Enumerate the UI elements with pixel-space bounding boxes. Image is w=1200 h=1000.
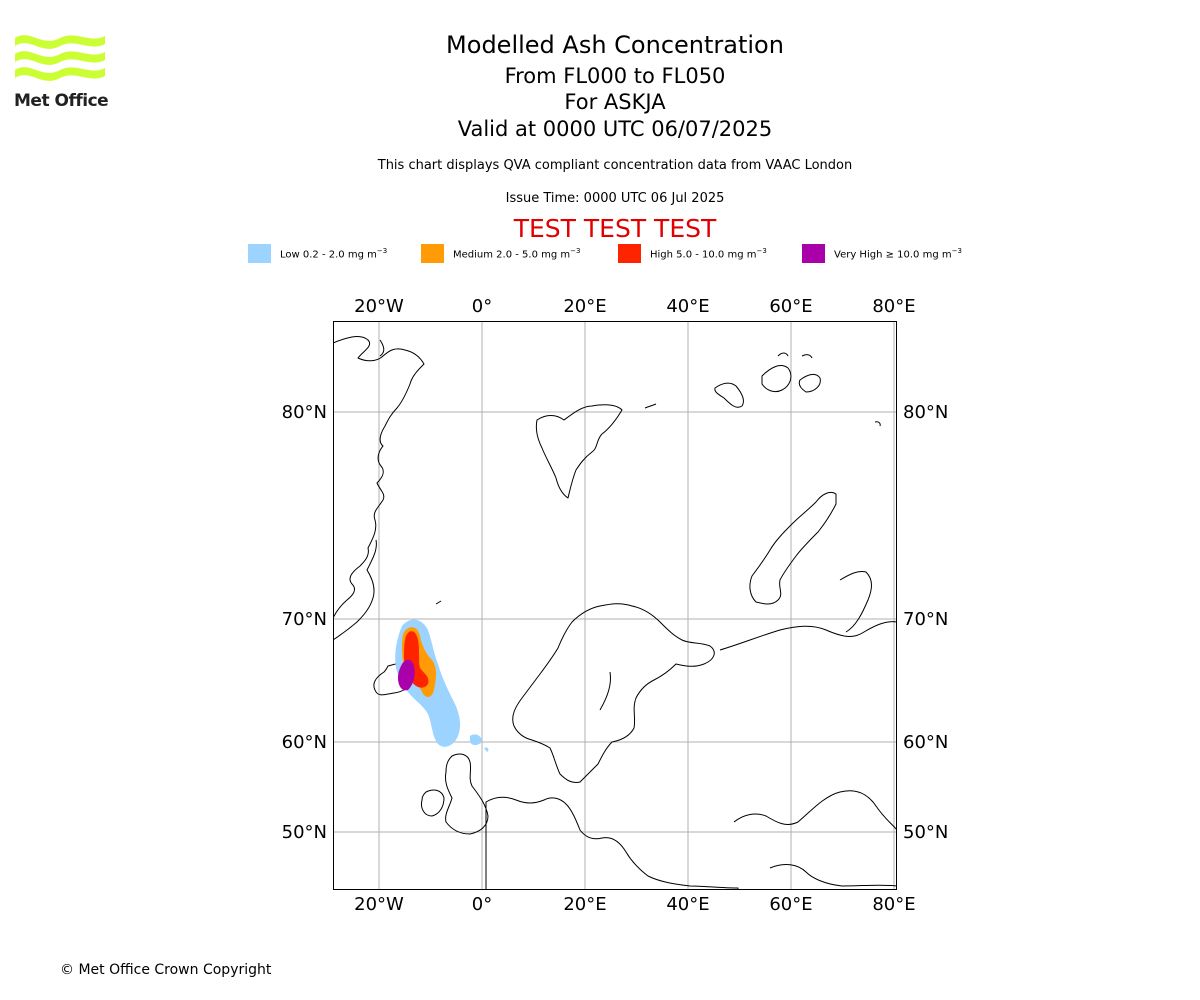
russia-north-coast [719, 571, 897, 651]
lat-tick-left-80n: 80°N [282, 402, 327, 423]
franz-josef-land-1 [714, 382, 744, 408]
franz-josef-land-2 [761, 365, 792, 393]
lon-tick-top-0: 0° [472, 296, 492, 317]
lon-tick-top-40e: 40°E [666, 296, 709, 317]
svalbard-coast [535, 404, 623, 499]
coastlines [333, 336, 897, 890]
met-office-waves-icon [15, 35, 105, 81]
novaya-zemlya-coast [749, 491, 837, 605]
lon-tick-bottom-20e: 20°E [563, 894, 606, 915]
lat-tick-right-80n: 80°N [903, 402, 948, 423]
ash-plume [395, 619, 489, 752]
copyright-notice: © Met Office Crown Copyright [60, 962, 272, 978]
legend-unit-exponent-low: −3 [376, 247, 388, 255]
map-content [333, 321, 897, 890]
lat-tick-right-70n: 70°N [903, 609, 948, 630]
franz-josef-land-5 [801, 354, 813, 359]
map-frame [333, 321, 897, 890]
franz-josef-land-4 [777, 352, 789, 357]
franz-josef-land-3 [798, 373, 821, 393]
siberia-coast [733, 790, 897, 831]
lat-tick-left-60n: 60°N [282, 732, 327, 753]
greenland-coast [333, 336, 425, 641]
ash-very-high [398, 659, 415, 691]
scandinavia-coast [512, 603, 715, 783]
lon-tick-bottom-40e: 40°E [666, 894, 709, 915]
chart-title: Modelled Ash Concentration [446, 31, 784, 59]
volcano-name: For ASKJA [564, 90, 666, 114]
jan-mayen-island [435, 600, 442, 605]
test-banner: TEST TEST TEST [513, 214, 717, 243]
europe-coast [485, 796, 739, 890]
svalbard-east-island [644, 403, 657, 409]
siberia-coast-2 [769, 864, 897, 887]
flight-level-range: From FL000 to FL050 [504, 64, 726, 88]
ireland-coast [421, 789, 445, 817]
legend-label-very-high: Very High ≥ 10.0 mg m [834, 249, 952, 261]
small-island-east [874, 421, 881, 427]
logo-text: Met Office [14, 91, 109, 111]
ash-low-fragment-1 [470, 734, 482, 745]
lat-tick-right-60n: 60°N [903, 732, 948, 753]
lon-tick-top-20e: 20°E [563, 296, 606, 317]
lon-tick-bottom-60e: 60°E [769, 894, 812, 915]
ash-low-fragment-2 [484, 747, 489, 752]
lon-tick-top-60e: 60°E [769, 296, 812, 317]
lon-tick-bottom-20w: 20°W [354, 894, 404, 915]
legend-swatch-low [248, 244, 271, 263]
graticule [333, 321, 897, 890]
greenland-inlet [379, 339, 385, 357]
legend-label-medium: Medium 2.0 - 5.0 mg m [453, 249, 571, 261]
issue-time: Issue Time: 0000 UTC 06 Jul 2025 [505, 191, 725, 206]
lon-tick-bottom-0: 0° [472, 894, 492, 915]
legend-label-high: High 5.0 - 10.0 mg m [650, 249, 757, 261]
lon-tick-top-20w: 20°W [354, 296, 404, 317]
tick-labels: 20°W 0° 20°E 40°E 60°E 80°E 20°W 0° 20°E… [282, 296, 949, 915]
legend-swatch-very-high [802, 244, 825, 263]
lat-tick-left-50n: 50°N [282, 822, 327, 843]
lat-tick-right-50n: 50°N [903, 822, 948, 843]
legend-unit-exponent-medium: −3 [570, 247, 581, 255]
chart-description: This chart displays QVA compliant concen… [377, 158, 853, 173]
legend-swatch-medium [421, 244, 444, 263]
legend-swatch-high [618, 244, 641, 263]
uk-coast [445, 753, 489, 835]
legend-unit-exponent-very-high: −3 [951, 247, 962, 255]
legend-unit-exponent-high: −3 [756, 247, 767, 255]
valid-time: Valid at 0000 UTC 06/07/2025 [457, 117, 773, 141]
gulf-of-bothnia [599, 671, 611, 711]
legend-label-low: Low 0.2 - 2.0 mg m [280, 249, 377, 261]
lon-tick-top-80e: 80°E [872, 296, 915, 317]
met-office-logo: Met Office [14, 30, 110, 114]
lat-tick-left-70n: 70°N [282, 609, 327, 630]
lon-tick-bottom-80e: 80°E [872, 894, 915, 915]
